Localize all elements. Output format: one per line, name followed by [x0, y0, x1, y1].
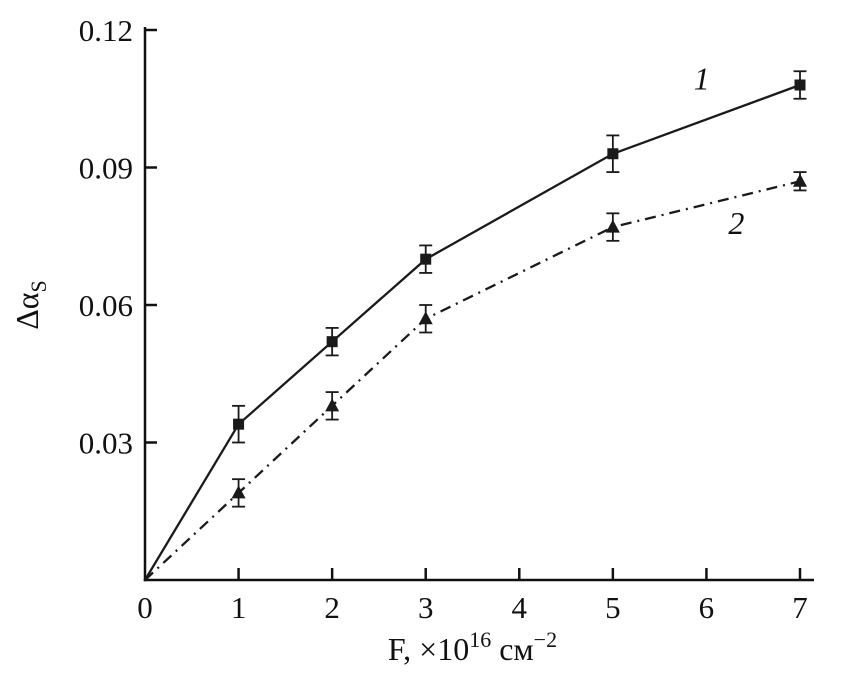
y-axis-tick-label: 0.03 [79, 426, 133, 461]
y-axis-title: ΔαS [9, 280, 51, 330]
x-axis-tick-label: 4 [512, 590, 528, 625]
x-axis-tick-label: 5 [605, 590, 621, 625]
y-axis-tick-label: 0.09 [79, 151, 133, 186]
triangle-marker [325, 398, 340, 412]
x-axis-tick-label: 6 [699, 590, 715, 625]
y-axis-tick-label: 0.06 [79, 288, 133, 323]
square-marker [607, 148, 619, 160]
x-axis-title: F, ×1016 см−2 [388, 627, 557, 667]
square-marker [420, 253, 432, 265]
x-axis-tick-label: 0 [137, 590, 153, 625]
x-axis-tick-label: 2 [324, 590, 340, 625]
triangle-marker [605, 219, 620, 233]
square-marker [233, 418, 245, 430]
triangle-marker [793, 173, 807, 187]
series-2-line [144, 180, 801, 581]
square-marker [794, 79, 806, 91]
triangle-marker [231, 485, 246, 499]
x-axis-tick-label: 3 [418, 590, 434, 625]
x-axis-tick-label: 7 [792, 590, 808, 625]
square-marker [326, 336, 338, 348]
y-axis-tick-label: 0.12 [79, 13, 133, 48]
series-2-label: 2 [728, 205, 744, 241]
series-1-line [144, 83, 801, 581]
triangle-marker [418, 311, 433, 325]
x-axis-tick-label: 1 [231, 590, 247, 625]
series-1-label: 1 [694, 61, 710, 97]
